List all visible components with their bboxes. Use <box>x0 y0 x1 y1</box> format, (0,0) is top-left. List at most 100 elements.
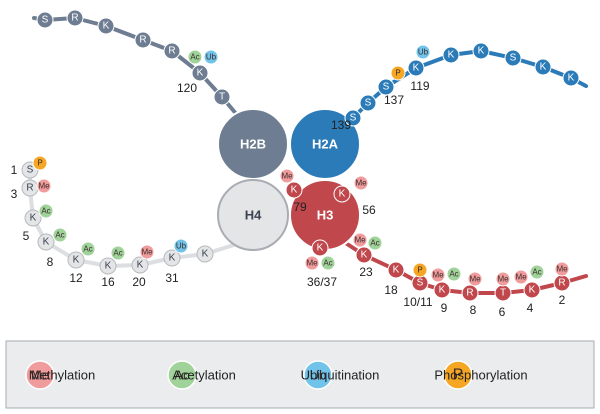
residue-letter: K <box>291 185 298 196</box>
residue-number: 23 <box>359 265 373 279</box>
residue-letter: K <box>339 189 346 200</box>
histone-core <box>217 179 289 251</box>
residue <box>131 256 149 274</box>
legend-abbr: P <box>453 367 464 384</box>
residue-letter: K <box>202 249 209 260</box>
modification-badge <box>36 178 52 194</box>
residue-number: 10/11 <box>403 295 432 309</box>
modification-badge <box>495 271 511 287</box>
residue-letter: K <box>30 213 37 224</box>
residue <box>36 11 54 29</box>
residue <box>504 49 522 67</box>
tail-line <box>336 236 588 295</box>
residue-number: 18 <box>384 283 398 297</box>
modification-badge <box>80 241 96 257</box>
residue-number: 31 <box>165 271 179 285</box>
residue <box>37 233 55 251</box>
residue <box>359 94 377 112</box>
modification-badge <box>32 155 48 171</box>
residue <box>99 257 117 275</box>
residue-number: 3 <box>11 187 18 201</box>
residue-letter: K <box>540 62 547 73</box>
residue <box>196 245 214 263</box>
legend-label: Phosphorylation <box>434 368 527 383</box>
residue-number: 139 <box>331 118 351 132</box>
residue-number: 2 <box>559 293 566 307</box>
residue <box>67 251 85 269</box>
modification-text: P <box>417 266 422 275</box>
residue <box>523 281 541 299</box>
residue <box>333 185 351 203</box>
modification-text: Ac <box>449 270 458 279</box>
modification-badge <box>529 264 545 280</box>
residue-letter: S <box>27 165 34 176</box>
modification-badge <box>446 266 462 282</box>
residue-letter: R <box>558 278 565 289</box>
residue-letter: K <box>568 73 575 84</box>
residue-letter: K <box>361 250 368 261</box>
legend-swatch <box>25 360 55 390</box>
modification-badge <box>554 261 570 277</box>
residue-letter: S <box>365 98 372 109</box>
residue-number: 9 <box>441 301 448 315</box>
residue-number: 12 <box>69 271 83 285</box>
modification-text: Me <box>556 265 568 274</box>
residue <box>191 64 209 82</box>
residue-letter: K <box>73 255 80 266</box>
modification-badge <box>415 44 431 60</box>
modification-text: Ac <box>323 259 332 268</box>
modification-badge <box>320 255 336 271</box>
residue-number: 56 <box>362 203 376 217</box>
residue <box>461 284 479 302</box>
residue-number: 8 <box>47 255 54 269</box>
modification-text: Me <box>354 236 366 245</box>
residue-number: 36/37 <box>307 275 337 289</box>
modification-text: Me <box>141 248 153 257</box>
residue-number: 16 <box>101 275 115 289</box>
residue-letter: K <box>393 265 400 276</box>
modification-text: Ub <box>418 48 429 57</box>
residue <box>442 46 460 64</box>
residue <box>163 249 181 267</box>
modification-text: P <box>395 69 400 78</box>
modification-badge <box>187 49 203 65</box>
modification-badge <box>513 269 529 285</box>
residue-letter: K <box>169 253 176 264</box>
modification-badge <box>304 255 320 271</box>
legend-swatch <box>303 360 333 390</box>
residue-letter: R <box>71 13 78 24</box>
residue-number: 79 <box>293 200 307 214</box>
residue-letter: T <box>500 288 506 299</box>
residue <box>534 58 552 76</box>
residue-letter: T <box>219 92 225 103</box>
modification-text: P <box>37 159 42 168</box>
modification-text: Me <box>497 275 509 284</box>
legend-label: Methylation <box>29 368 95 383</box>
modification-text: Ac <box>113 249 122 258</box>
modification-text: Ac <box>370 239 379 248</box>
histone-label: H4 <box>245 208 262 223</box>
modification-badge <box>353 175 369 191</box>
residue <box>472 42 490 60</box>
modification-text: Ub <box>206 53 217 62</box>
residue-letter: K <box>103 21 110 32</box>
modification-badge <box>467 271 483 287</box>
residue-number: 137 <box>384 93 404 107</box>
modification-text: Ac <box>41 207 50 216</box>
modification-text: Me <box>355 179 367 188</box>
residue <box>377 78 395 96</box>
residue <box>134 31 152 49</box>
residue-number: 8 <box>470 303 477 317</box>
legend-abbr: Me <box>31 368 49 383</box>
residue <box>407 59 425 77</box>
modification-text: Me <box>432 271 444 280</box>
residue <box>97 17 115 35</box>
residue-letter: K <box>137 260 144 271</box>
modification-badge <box>110 245 126 261</box>
legend-label: Acetylation <box>172 368 236 383</box>
modification-text: Me <box>306 259 318 268</box>
residue-letter: S <box>42 15 49 26</box>
residue <box>562 69 580 87</box>
residue <box>24 209 42 227</box>
residue <box>66 9 84 27</box>
